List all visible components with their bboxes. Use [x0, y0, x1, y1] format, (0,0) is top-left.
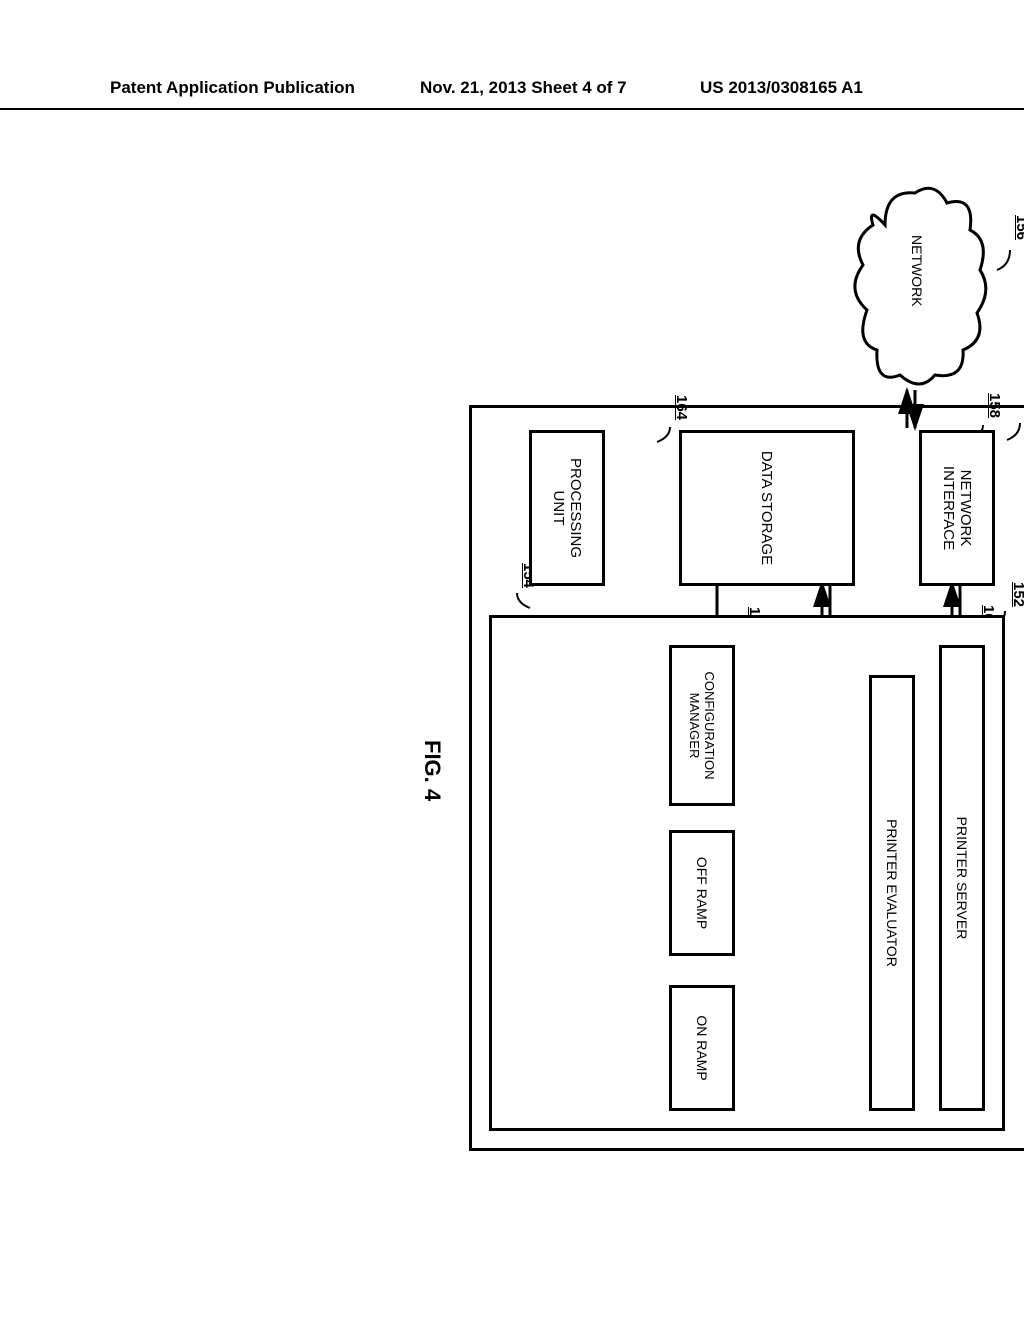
data-storage-label: DATA STORAGE — [759, 451, 776, 565]
on-ramp-label: ON RAMP — [694, 1015, 710, 1080]
network-interface-label: NETWORK INTERFACE — [940, 466, 974, 550]
printer-evaluator-box: PRINTER EVALUATOR — [869, 675, 915, 1111]
page-header: Patent Application Publication Nov. 21, … — [0, 78, 1024, 110]
header-left: Patent Application Publication — [110, 78, 355, 98]
ref-158: 158 — [986, 393, 1003, 418]
printer-server-box: PRINTER SERVER — [939, 645, 985, 1111]
memory-box — [489, 615, 1005, 1131]
ref-164: 164 — [673, 395, 690, 420]
figure-caption: FIG. 4 — [419, 740, 445, 801]
data-storage-box: DATA STORAGE — [679, 430, 855, 586]
printer-server-label: PRINTER SERVER — [954, 817, 970, 940]
config-manager-label: CONFIGURATION MANAGER — [687, 671, 717, 779]
header-right: US 2013/0308165 A1 — [700, 78, 863, 98]
off-ramp-box: OFF RAMP — [669, 830, 735, 956]
ref-152: 152 — [1010, 582, 1024, 607]
processing-unit-label: PROCESSING UNIT — [550, 458, 584, 558]
processing-unit-box: PROCESSING UNIT — [529, 430, 605, 586]
off-ramp-label: OFF RAMP — [694, 857, 710, 929]
figure-4-diagram: NETWORK NETWORK INTERFACE DATA STORAGE P… — [45, 285, 975, 1045]
config-manager-box: CONFIGURATION MANAGER — [669, 645, 735, 806]
network-cloud-label: NETWORK — [909, 235, 925, 307]
on-ramp-box: ON RAMP — [669, 985, 735, 1111]
network-interface-box: NETWORK INTERFACE — [919, 430, 995, 586]
header-center: Nov. 21, 2013 Sheet 4 of 7 — [420, 78, 627, 98]
ref-156: 156 — [1013, 215, 1024, 240]
printer-evaluator-label: PRINTER EVALUATOR — [884, 819, 900, 967]
